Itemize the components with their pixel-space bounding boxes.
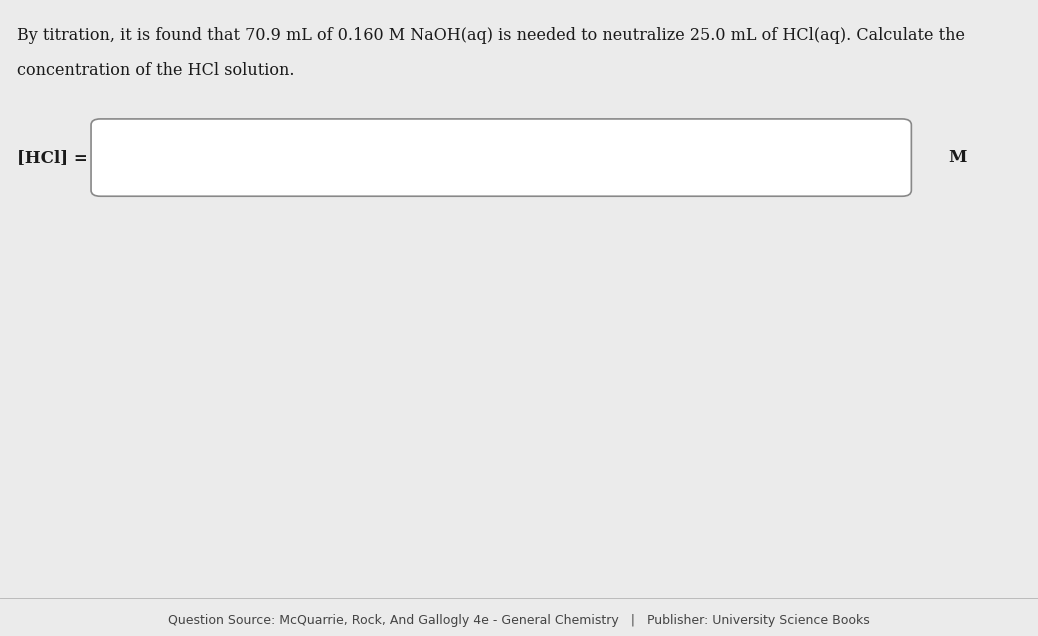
Text: M: M: [949, 149, 967, 166]
Text: [HCl] =: [HCl] =: [17, 149, 87, 166]
Text: By titration, it is found that 70.9 mL of 0.160 M NaOH(aq) is needed to neutrali: By titration, it is found that 70.9 mL o…: [17, 27, 964, 44]
FancyBboxPatch shape: [91, 119, 911, 197]
Text: Question Source: McQuarrie, Rock, And Gallogly 4e - General Chemistry   |   Publ: Question Source: McQuarrie, Rock, And Ga…: [168, 614, 870, 627]
Text: concentration of the HCl solution.: concentration of the HCl solution.: [17, 62, 294, 80]
